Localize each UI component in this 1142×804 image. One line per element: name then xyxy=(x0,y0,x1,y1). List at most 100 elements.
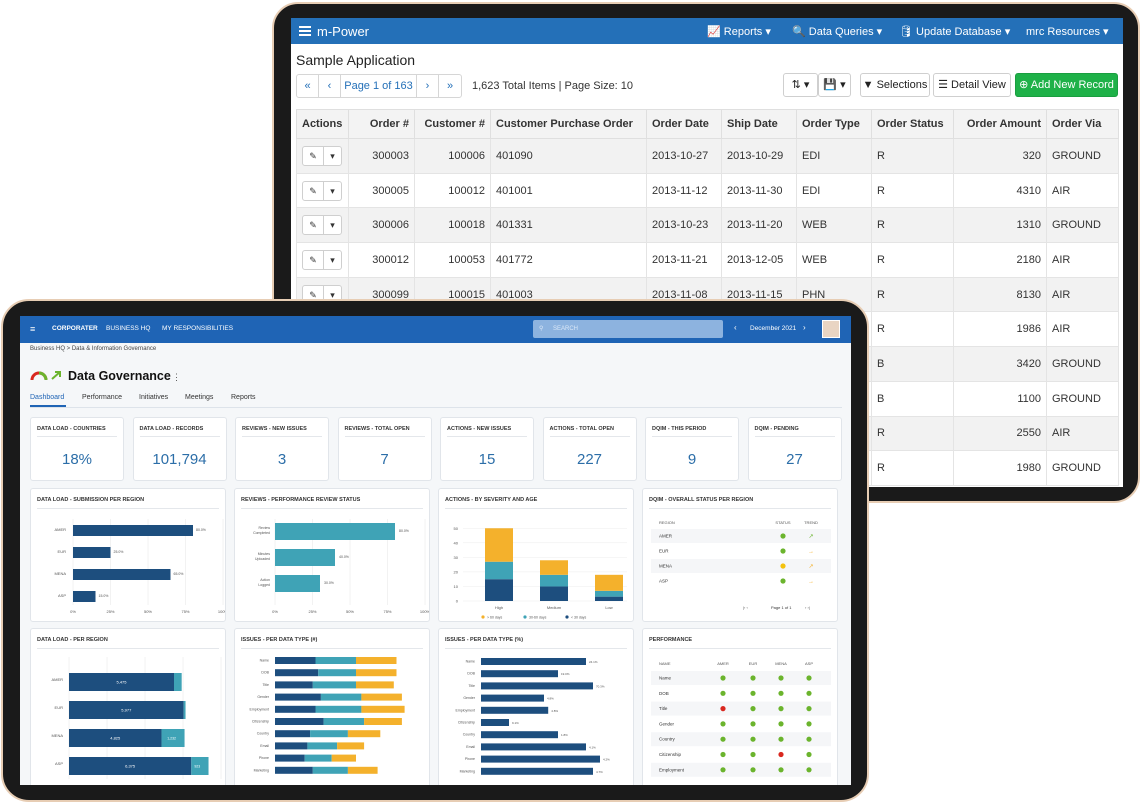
row-actions: ✎ ▾ xyxy=(296,172,349,209)
column-header[interactable]: Order Status xyxy=(871,109,954,139)
column-header[interactable]: Order Amount xyxy=(953,109,1047,139)
bar-segment xyxy=(540,560,568,575)
avatar[interactable] xyxy=(822,320,840,338)
sort-button[interactable]: ⇅ ▾ xyxy=(783,73,818,97)
tab-meetings[interactable]: Meetings xyxy=(185,394,214,401)
add-new-record-button[interactable]: ⊕ Add New Record xyxy=(1015,73,1118,97)
page-indicator[interactable]: Page 1 of 163 xyxy=(341,75,417,97)
bar xyxy=(481,719,509,726)
menu-reports[interactable]: 📈 Reports ▾ xyxy=(707,26,771,38)
column-header[interactable]: Customer # xyxy=(414,109,491,139)
table-cell: 300005 xyxy=(348,172,415,209)
bar-segment xyxy=(595,590,623,597)
table-cell: 1310 xyxy=(953,207,1047,244)
save-button[interactable]: 💾 ▾ xyxy=(818,73,851,97)
edit-icon[interactable]: ✎ xyxy=(309,220,317,231)
kpi-card[interactable]: DATA LOAD - COUNTRIES 18% xyxy=(30,417,124,481)
first-page-button[interactable]: « xyxy=(297,75,319,97)
status-dot xyxy=(806,736,812,742)
row-actions: ✎ ▾ xyxy=(296,242,349,278)
tab-dashboard[interactable]: Dashboard xyxy=(30,394,65,401)
category-label: Marketing xyxy=(254,768,269,772)
table-cell: 401772 xyxy=(490,242,647,278)
column-header[interactable]: Order Type xyxy=(796,109,872,139)
column-header[interactable]: Order Via xyxy=(1046,109,1119,139)
column-header[interactable]: Order # xyxy=(348,109,415,139)
category-label: Gender xyxy=(257,695,270,699)
edit-icon[interactable]: ✎ xyxy=(309,289,317,300)
more-options-icon[interactable]: ⋮ xyxy=(172,372,181,382)
table-row[interactable]: ✎ ▾ 300012 100053 401772 2013-11-21 2013-12-05… xyxy=(296,242,1119,278)
kpi-card[interactable]: REVIEWS - TOTAL OPEN 7 xyxy=(337,417,432,481)
table-cell: B xyxy=(871,346,954,382)
table-cell: 2013-11-12 xyxy=(646,172,722,209)
tick-label: 100% xyxy=(218,609,226,614)
edit-icon[interactable]: ✎ xyxy=(309,150,317,161)
tab-reports[interactable]: Reports xyxy=(231,394,256,401)
nav-my-responsibilities[interactable]: MY RESPONSIBILITIES xyxy=(162,325,234,332)
data-label: 4.8% xyxy=(551,709,558,713)
pager: « ‹ Page 1 of 163 › » xyxy=(296,74,462,98)
edit-icon[interactable]: ✎ xyxy=(309,185,317,196)
bar xyxy=(481,694,544,702)
nav-business-hq[interactable]: BUSINESS HQ xyxy=(106,325,151,332)
row-actions: ✎ ▾ xyxy=(296,207,349,244)
tick-label: 0 xyxy=(456,599,459,604)
column-header[interactable]: Actions xyxy=(296,109,349,139)
next-page-button[interactable]: › xyxy=(417,75,439,97)
edit-icon[interactable]: ✎ xyxy=(309,254,317,265)
table-row[interactable]: ✎ ▾ 300006 100018 401331 2013-10-23 2013-11-20… xyxy=(296,207,1119,244)
bar xyxy=(481,670,558,678)
caret-down-icon[interactable]: ▾ xyxy=(323,250,341,269)
table-cell: R xyxy=(871,415,954,452)
region-label: ASP xyxy=(659,579,668,584)
kpi-card[interactable]: ACTIONS - TOTAL OPEN 227 xyxy=(542,417,637,481)
table-row[interactable]: ✎ ▾ 300005 100012 401001 2013-11-12 2013-11-30… xyxy=(296,172,1119,209)
column-header[interactable]: Customer Purchase Order xyxy=(490,109,647,139)
data-label: 25.0% xyxy=(114,550,124,554)
kpi-card[interactable]: REVIEWS - NEW ISSUES 3 xyxy=(235,417,329,481)
column-header[interactable]: Ship Date xyxy=(721,109,797,139)
column-header[interactable]: Order Date xyxy=(646,109,722,139)
menu-icon[interactable]: ≡ xyxy=(30,324,36,334)
last-page-button[interactable]: » xyxy=(446,80,454,92)
menu-data-queries[interactable]: 🔍 Data Queries ▾ xyxy=(792,26,883,38)
bar-segment xyxy=(337,742,365,750)
selections-button[interactable]: ▼ Selections xyxy=(860,73,930,97)
table-row[interactable]: ✎ ▾ 300003 100006 401090 2013-10-27 2013-10-29… xyxy=(296,138,1119,174)
caret-down-icon[interactable]: ▾ xyxy=(323,146,341,165)
row-label: Gender xyxy=(659,721,675,726)
search-input[interactable]: ⚲ SEARCH xyxy=(533,320,723,338)
kpi-value: 101,794 xyxy=(152,451,207,468)
panel-title: DQIM - OVERALL STATUS PER REGION xyxy=(649,497,754,503)
tab-initiatives[interactable]: Initiatives xyxy=(139,394,169,401)
kpi-card[interactable]: DATA LOAD - RECORDS 101,794 xyxy=(132,417,227,481)
bar-segment xyxy=(69,673,174,691)
next-period-button[interactable]: › xyxy=(803,323,806,332)
caret-down-icon[interactable]: ▾ xyxy=(323,216,341,235)
prev-period-button[interactable]: ‹ xyxy=(734,323,737,332)
tab-performance[interactable]: Performance xyxy=(82,394,123,401)
category-label: Title xyxy=(263,683,270,687)
status-dot xyxy=(778,690,784,696)
hamburger-menu-icon[interactable] xyxy=(299,26,311,36)
menu-mrc-resources[interactable]: mrc Resources ▾ xyxy=(1026,26,1109,38)
menu-update-database[interactable]: 🛢 Update Database ▾ xyxy=(899,26,1011,38)
row-label: Citizenship xyxy=(659,752,682,757)
table-cell: 1986 xyxy=(953,311,1047,348)
prev-page-button[interactable]: ‹ xyxy=(319,75,341,97)
kpi-card[interactable]: DQIM - THIS PERIOD 9 xyxy=(645,417,739,481)
status-dot xyxy=(806,706,812,712)
corporater-logo[interactable]: CORPORATER xyxy=(52,325,98,332)
caret-down-icon[interactable]: ▾ xyxy=(323,181,341,200)
table-cell: 2013-12-05 xyxy=(721,242,797,278)
kpi-card[interactable]: ACTIONS - NEW ISSUES 15 xyxy=(440,417,534,481)
per-region-chart: AMER 5,475 EUR 5,977 MENA 4,825 ASP 6,375 1,232 9… xyxy=(51,657,222,779)
kpi-card[interactable]: DQIM - PENDING 27 xyxy=(747,417,842,481)
table-row xyxy=(651,732,831,747)
category-label: Low xyxy=(605,605,612,610)
caret-down-icon[interactable]: ▾ xyxy=(323,285,341,304)
detail-view-button[interactable]: ☰ Detail View xyxy=(933,73,1011,97)
mpower-brand[interactable]: m-Power xyxy=(317,24,370,39)
category-label: Completed xyxy=(253,531,270,535)
